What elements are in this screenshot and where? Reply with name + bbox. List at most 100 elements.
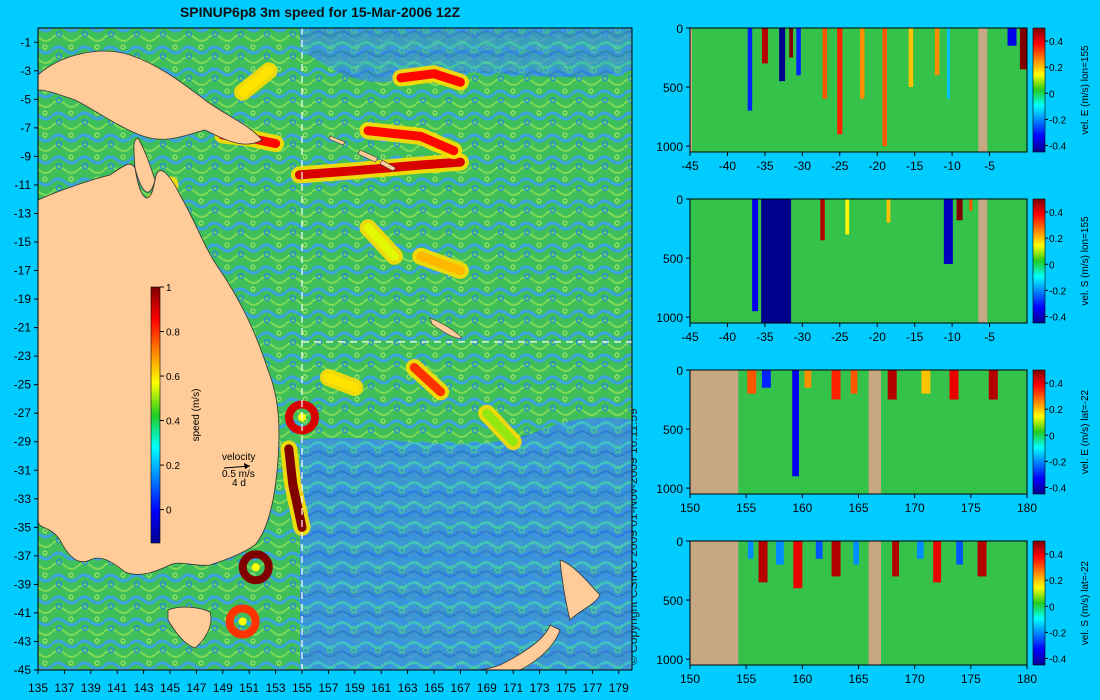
section-cell [752,199,759,312]
section-cell [988,370,998,400]
section-frame [689,198,1028,324]
section-y-tick-label: 500 [663,594,683,608]
section-colorbar [1032,27,1046,153]
section-x-tick-label: 150 [680,501,700,515]
section-y-tick-label: 1000 [656,140,683,154]
velocity-key-speed: 0.5 m/s [222,469,255,480]
section-y-tick-label: 500 [663,252,683,266]
section-colorbar-tick-label: 0.4 [1049,37,1063,48]
section-y-tick-label: 1000 [656,653,683,667]
section-cell [831,370,841,400]
speed-colorbar-tick-label: 0.4 [166,417,180,428]
map-x-tick-label: 157 [318,681,338,695]
section-cell [837,28,843,135]
speed-map-plot-area [38,28,632,670]
section-x-tick-label: 180 [1017,501,1037,515]
section-cell [761,28,768,64]
section-colorbar-tick-label: -0.2 [1049,457,1067,468]
section-cell [779,28,786,82]
section-y-tick-label: 1000 [656,482,683,496]
section-cell [977,541,987,577]
current-jet [284,444,307,532]
current-jet [482,408,518,447]
map-y-tick-label: -21 [14,321,32,335]
map-y-tick-label: -41 [14,606,32,620]
section-plot-area [690,199,1027,323]
section-background-field [690,28,1027,152]
section-cell [859,28,865,99]
section-colorbar-tick-label: 0.4 [1049,379,1063,390]
speed-colorbar-label: speed (m/s) [191,389,202,442]
map-x-tick-label: 143 [134,681,154,695]
map-y-tick-label: -39 [14,577,32,591]
current-jet [238,66,274,97]
section-colorbar-label: vel. S (m/s) lat=-22 [1080,560,1091,645]
eddy-ring [238,550,273,585]
section-cell [946,28,950,99]
section-colorbar-tick-label: 0.4 [1049,208,1063,219]
map-y-tick-label: -9 [20,149,31,163]
section-lat-22-east: 150 155 160 165 170 175 180 0 500 1000 -0.4 -0.2 0 0.… [656,364,1091,515]
section-y-tick-label: 0 [676,535,683,549]
speed-colorbar-ticks: 0 0.2 0.4 0.6 0.8 1 [160,283,180,517]
land-new-zealand-north [559,559,601,621]
section-cell [761,370,771,388]
section-x-tick-label: 155 [736,501,756,515]
section-land [978,199,988,323]
map-y-tick-label: -37 [14,549,32,563]
section-plot-area [690,541,1027,665]
map-x-tick-label: 161 [371,681,391,695]
current-jet [363,223,399,261]
section-cell [969,199,973,211]
section-lon155-east: -45 -40 -35 -30 -25 -20 -15 -10 -5 0 500 1000 -0.4 -0… [656,22,1091,173]
eddy-core [238,617,247,626]
section-colorbar-label: vel. E (m/s) lat=-22 [1080,389,1091,474]
section-x-tick-label: 170 [905,501,925,515]
section-cell [747,541,754,559]
section-colorbar-tick-label: -0.2 [1049,286,1067,297]
map-x-tick-label: 139 [81,681,101,695]
section-land [690,28,692,152]
section-land [978,28,988,152]
map-y-tick-label: -33 [14,492,32,506]
current-jet [409,363,446,397]
section-cell [956,199,963,221]
speed-colorbar-tick-label: 0.8 [166,328,180,339]
section-x-tick-label: -30 [794,330,812,344]
map-x-tick-label: 135 [28,681,48,695]
section-x-tick-label: 160 [792,501,812,515]
section-y-tick-label: 500 [663,423,683,437]
section-cell [886,199,891,223]
section-cell [793,541,803,589]
current-jet [323,373,360,392]
land-new-zealand-south [462,624,561,670]
figure-title: SPINUP6p8 3m speed for 15-Mar-2006 12Z [179,4,461,20]
section-colorbar-tick-label: -0.4 [1049,483,1067,494]
section-y-tick-label: 0 [676,22,683,36]
section-cell [747,28,753,111]
section-cell [822,28,828,99]
section-colorbar-tick-label: 0 [1049,260,1055,271]
speed-colorbar [150,286,161,544]
section-colorbar-tick-label: 0 [1049,89,1055,100]
map-y-tick-label: -45 [14,663,32,677]
velocity-key-duration: 4 d [232,478,246,489]
section-cell [761,199,792,323]
map-y-tick-label: -13 [14,206,32,220]
map-y-tick-label: -19 [14,292,32,306]
velocity-key-label: velocity [222,452,255,463]
map-x-tick-label: 145 [160,681,180,695]
section-x-tick-label: 165 [848,501,868,515]
section-cell [831,541,841,577]
section-cell [934,28,940,76]
section-colorbar-tick-label: 0.2 [1049,234,1063,245]
section-cell [1007,28,1017,46]
section-cell [892,541,899,577]
section-cell [908,28,914,88]
section-colorbar-label: vel. E (m/s) lon=155 [1080,45,1091,135]
section-land [690,370,739,494]
map-y-tick-label: -7 [20,121,31,135]
section-colorbar-tick-label: 0 [1049,602,1055,613]
map-x-tick-label: 151 [239,681,259,695]
map-x-tick-label: 175 [556,681,576,695]
